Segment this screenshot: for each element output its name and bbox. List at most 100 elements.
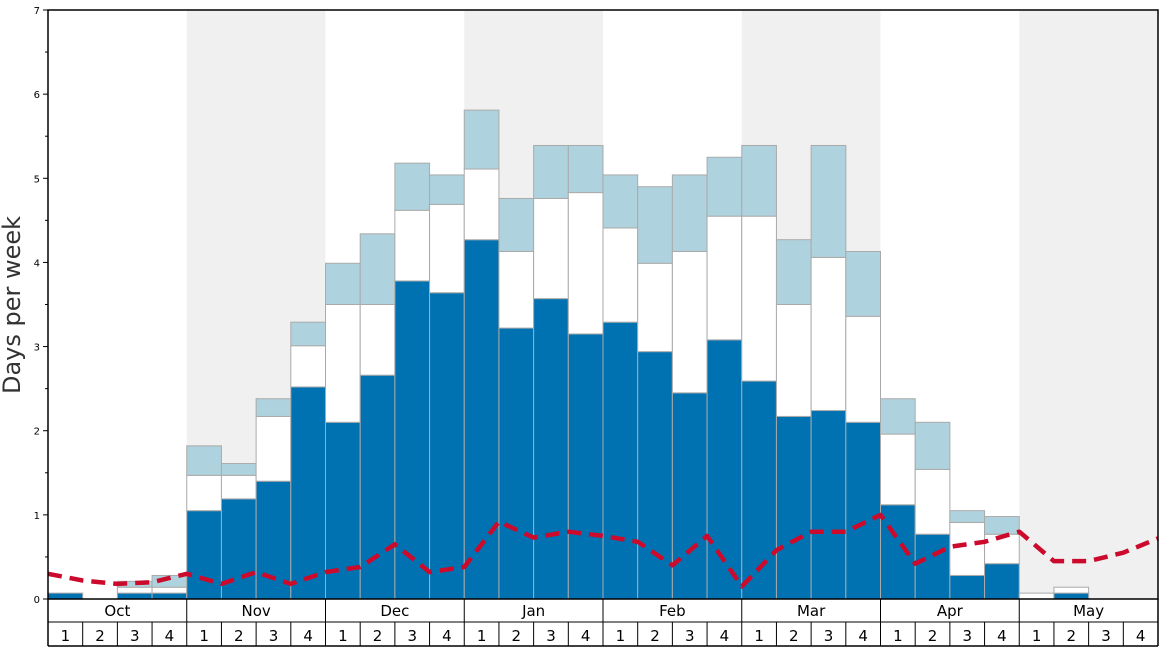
bar-middle-20 — [706, 215, 743, 341]
month-label-apr: Apr — [937, 602, 964, 620]
bar-upper-16 — [567, 144, 604, 194]
bar-lower-23 — [810, 410, 847, 600]
bar-upper-7 — [255, 398, 292, 417]
bar-lower-20 — [706, 339, 743, 600]
bar-lower-25 — [880, 504, 916, 600]
bar-upper-20 — [706, 156, 743, 217]
bar-lower-19 — [671, 392, 708, 600]
bar-lower-18 — [637, 351, 673, 600]
bar-middle-17 — [602, 227, 639, 323]
bar-upper-18 — [637, 186, 673, 264]
bar-middle-27 — [949, 521, 986, 576]
bar-lower-24 — [845, 421, 881, 600]
bar-lower-21 — [741, 380, 777, 600]
bar-lower-22 — [775, 415, 812, 600]
trend-line — [47, 512, 1159, 589]
week-label-31: 3 — [1101, 627, 1111, 645]
bar-upper-26 — [914, 421, 951, 470]
week-label-29: 1 — [1032, 627, 1042, 645]
x-axis: Oct Nov Dec Jan Feb Mar Apr May 1 2 3 4 1 2 3 4 1 2 3 4 1 2 3 4… — [47, 599, 1159, 647]
y-tick-label-3: 3 — [34, 343, 40, 354]
y-tick-label-7: 7 — [34, 6, 40, 17]
month-label-may: May — [1073, 602, 1104, 620]
bar-upper-9 — [325, 262, 361, 305]
trend-line-layer — [47, 512, 1159, 589]
bar-lower-1 — [47, 592, 84, 600]
bar-middle-7 — [255, 415, 292, 482]
month-band-may — [1019, 10, 1158, 599]
bar-upper-8 — [290, 321, 326, 347]
bar-middle-30 — [1053, 586, 1090, 594]
bar-upper-12 — [429, 174, 465, 205]
bar-upper-21 — [741, 144, 777, 217]
bar-lower-11 — [394, 280, 431, 600]
week-label-20: 4 — [720, 627, 730, 645]
bar-middle-24 — [845, 315, 881, 423]
bar-lower-16 — [567, 333, 604, 600]
week-label-15: 3 — [546, 627, 556, 645]
bar-middle-18 — [637, 262, 673, 353]
bar-middle-23 — [810, 256, 847, 412]
week-label-5: 1 — [199, 627, 209, 645]
bar-lower-12 — [429, 292, 465, 600]
bar-upper-13 — [463, 109, 500, 170]
week-label-32: 4 — [1136, 627, 1146, 645]
bar-middle-6 — [220, 474, 257, 500]
y-axis-title: Days per week — [0, 216, 26, 394]
week-label-2: 2 — [95, 627, 105, 645]
bar-lower-14 — [498, 327, 535, 600]
y-tick-label-6: 6 — [34, 90, 40, 101]
bar-upper-17 — [602, 174, 639, 229]
week-label-10: 2 — [373, 627, 383, 645]
y-tick-label-0: 0 — [34, 595, 40, 606]
week-label-8: 4 — [303, 627, 313, 645]
week-label-14: 2 — [512, 627, 522, 645]
week-label-11: 3 — [407, 627, 417, 645]
bar-middle-11 — [394, 209, 431, 282]
week-label-7: 3 — [269, 627, 279, 645]
bar-lower-28 — [984, 563, 1020, 600]
y-tick-label-1: 1 — [34, 511, 40, 522]
bar-upper-28 — [984, 516, 1020, 535]
bar-upper-10 — [359, 233, 396, 306]
week-label-13: 1 — [477, 627, 487, 645]
stacked-bars — [47, 109, 1090, 600]
week-label-18: 2 — [650, 627, 660, 645]
bar-middle-21 — [741, 215, 777, 382]
y-tick-label-2: 2 — [34, 427, 40, 438]
y-axis: 0 1 2 3 4 5 6 7 — [34, 6, 48, 606]
bar-middle-12 — [429, 203, 465, 294]
week-label-26: 2 — [928, 627, 938, 645]
week-label-4: 4 — [165, 627, 175, 645]
bar-middle-9 — [325, 304, 361, 423]
bar-middle-10 — [359, 304, 396, 376]
bar-middle-15 — [533, 197, 569, 300]
week-label-25: 1 — [893, 627, 903, 645]
week-label-17: 1 — [616, 627, 626, 645]
bar-lower-4 — [151, 592, 188, 600]
bar-middle-29 — [1018, 592, 1055, 600]
week-label-28: 4 — [997, 627, 1007, 645]
bar-middle-4 — [151, 586, 188, 594]
bar-lower-30 — [1053, 592, 1090, 600]
week-label-1: 1 — [61, 627, 71, 645]
y-tick-label-4: 4 — [34, 258, 40, 269]
week-label-12: 4 — [442, 627, 452, 645]
week-label-30: 2 — [1067, 627, 1077, 645]
month-label-dec: Dec — [380, 602, 409, 620]
week-label-27: 3 — [962, 627, 972, 645]
week-label-9: 1 — [338, 627, 348, 645]
bar-lower-3 — [116, 592, 153, 600]
bar-middle-3 — [116, 586, 153, 594]
bar-upper-6 — [220, 463, 257, 476]
bar-upper-11 — [394, 162, 431, 211]
month-label-oct: Oct — [104, 602, 130, 620]
week-label-22: 2 — [789, 627, 799, 645]
bar-lower-5 — [186, 510, 222, 600]
bar-lower-17 — [602, 321, 639, 600]
bar-upper-19 — [671, 174, 708, 252]
bar-middle-14 — [498, 250, 535, 329]
bar-lower-26 — [914, 533, 951, 600]
week-label-3: 3 — [130, 627, 140, 645]
